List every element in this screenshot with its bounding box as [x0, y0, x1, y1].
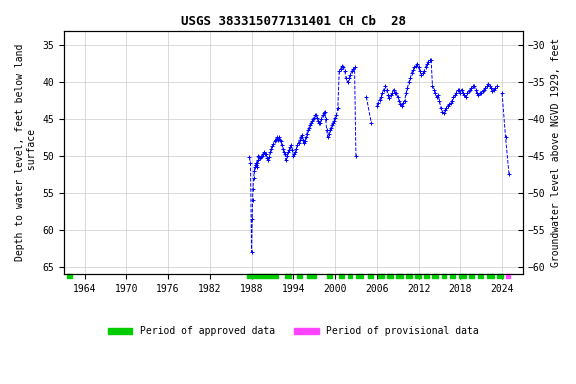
Legend: Period of approved data, Period of provisional data: Period of approved data, Period of provi… — [104, 323, 483, 340]
Y-axis label: Groundwater level above NGVD 1929, feet: Groundwater level above NGVD 1929, feet — [551, 38, 561, 267]
Y-axis label: Depth to water level, feet below land
 surface: Depth to water level, feet below land su… — [15, 43, 37, 261]
Title: USGS 383315077131401 CH Cb  28: USGS 383315077131401 CH Cb 28 — [181, 15, 406, 28]
